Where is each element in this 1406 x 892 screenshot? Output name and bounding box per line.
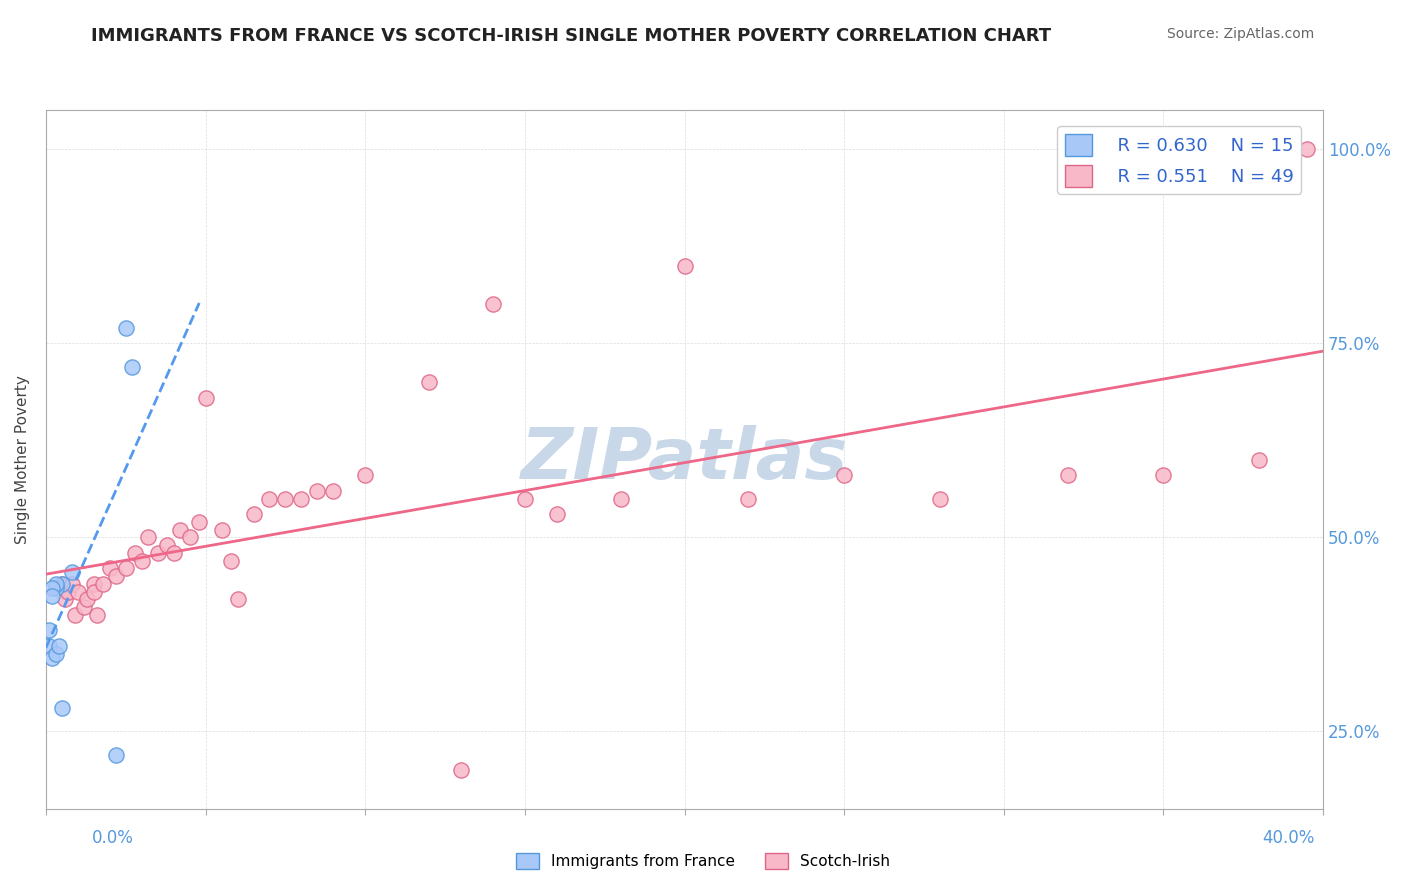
Point bbox=[83, 577, 105, 591]
Point bbox=[737, 491, 759, 506]
Point bbox=[211, 523, 233, 537]
Y-axis label: Single Mother Poverty: Single Mother Poverty bbox=[15, 376, 30, 544]
Point bbox=[307, 483, 329, 498]
Point bbox=[546, 507, 568, 521]
Point bbox=[114, 561, 136, 575]
Point bbox=[242, 507, 264, 521]
Point bbox=[354, 468, 377, 483]
Point bbox=[226, 592, 249, 607]
Point bbox=[136, 530, 159, 544]
Text: Source: ZipAtlas.com: Source: ZipAtlas.com bbox=[1167, 27, 1315, 41]
Point bbox=[51, 577, 73, 591]
Point bbox=[45, 581, 67, 595]
Point bbox=[86, 607, 108, 622]
Point bbox=[673, 259, 696, 273]
Point bbox=[146, 546, 169, 560]
Point bbox=[513, 491, 536, 506]
Point bbox=[482, 297, 505, 311]
Point bbox=[98, 561, 121, 575]
Point bbox=[1056, 468, 1078, 483]
Point bbox=[124, 546, 146, 560]
Point bbox=[259, 491, 281, 506]
Point bbox=[929, 491, 952, 506]
Point bbox=[121, 359, 143, 374]
Legend:   R = 0.630    N = 15,   R = 0.551    N = 49: R = 0.630 N = 15, R = 0.551 N = 49 bbox=[1057, 127, 1302, 194]
Point bbox=[38, 624, 60, 638]
Point bbox=[1153, 468, 1175, 483]
Legend: Immigrants from France, Scotch-Irish: Immigrants from France, Scotch-Irish bbox=[509, 847, 897, 875]
Point bbox=[51, 577, 73, 591]
Point bbox=[76, 592, 98, 607]
Point bbox=[51, 701, 73, 715]
Point bbox=[38, 639, 60, 653]
Point bbox=[131, 554, 153, 568]
Point bbox=[418, 375, 440, 389]
Point bbox=[66, 584, 89, 599]
Point bbox=[322, 483, 344, 498]
Point bbox=[105, 747, 128, 762]
Point bbox=[60, 566, 83, 580]
Point bbox=[219, 554, 242, 568]
Text: 0.0%: 0.0% bbox=[91, 829, 134, 847]
Point bbox=[290, 491, 312, 506]
Point bbox=[93, 577, 115, 591]
Point bbox=[114, 320, 136, 334]
Point bbox=[832, 468, 855, 483]
Point bbox=[63, 607, 86, 622]
Point bbox=[179, 530, 201, 544]
Point bbox=[274, 491, 297, 506]
Point bbox=[58, 584, 80, 599]
Point bbox=[53, 592, 76, 607]
Point bbox=[105, 569, 128, 583]
Point bbox=[41, 581, 63, 595]
Text: IMMIGRANTS FROM FRANCE VS SCOTCH-IRISH SINGLE MOTHER POVERTY CORRELATION CHART: IMMIGRANTS FROM FRANCE VS SCOTCH-IRISH S… bbox=[91, 27, 1052, 45]
Point bbox=[41, 650, 63, 665]
Point bbox=[450, 763, 472, 777]
Point bbox=[169, 523, 191, 537]
Point bbox=[73, 600, 96, 615]
Point bbox=[156, 538, 179, 552]
Point bbox=[41, 589, 63, 603]
Point bbox=[163, 546, 186, 560]
Point bbox=[45, 647, 67, 661]
Point bbox=[1296, 142, 1319, 156]
Point bbox=[609, 491, 631, 506]
Text: ZIPatlas: ZIPatlas bbox=[520, 425, 848, 494]
Point bbox=[188, 515, 211, 529]
Point bbox=[60, 577, 83, 591]
Point bbox=[45, 577, 67, 591]
Text: 40.0%: 40.0% bbox=[1263, 829, 1315, 847]
Point bbox=[83, 584, 105, 599]
Point bbox=[48, 639, 70, 653]
Point bbox=[1249, 452, 1271, 467]
Point bbox=[194, 391, 217, 405]
